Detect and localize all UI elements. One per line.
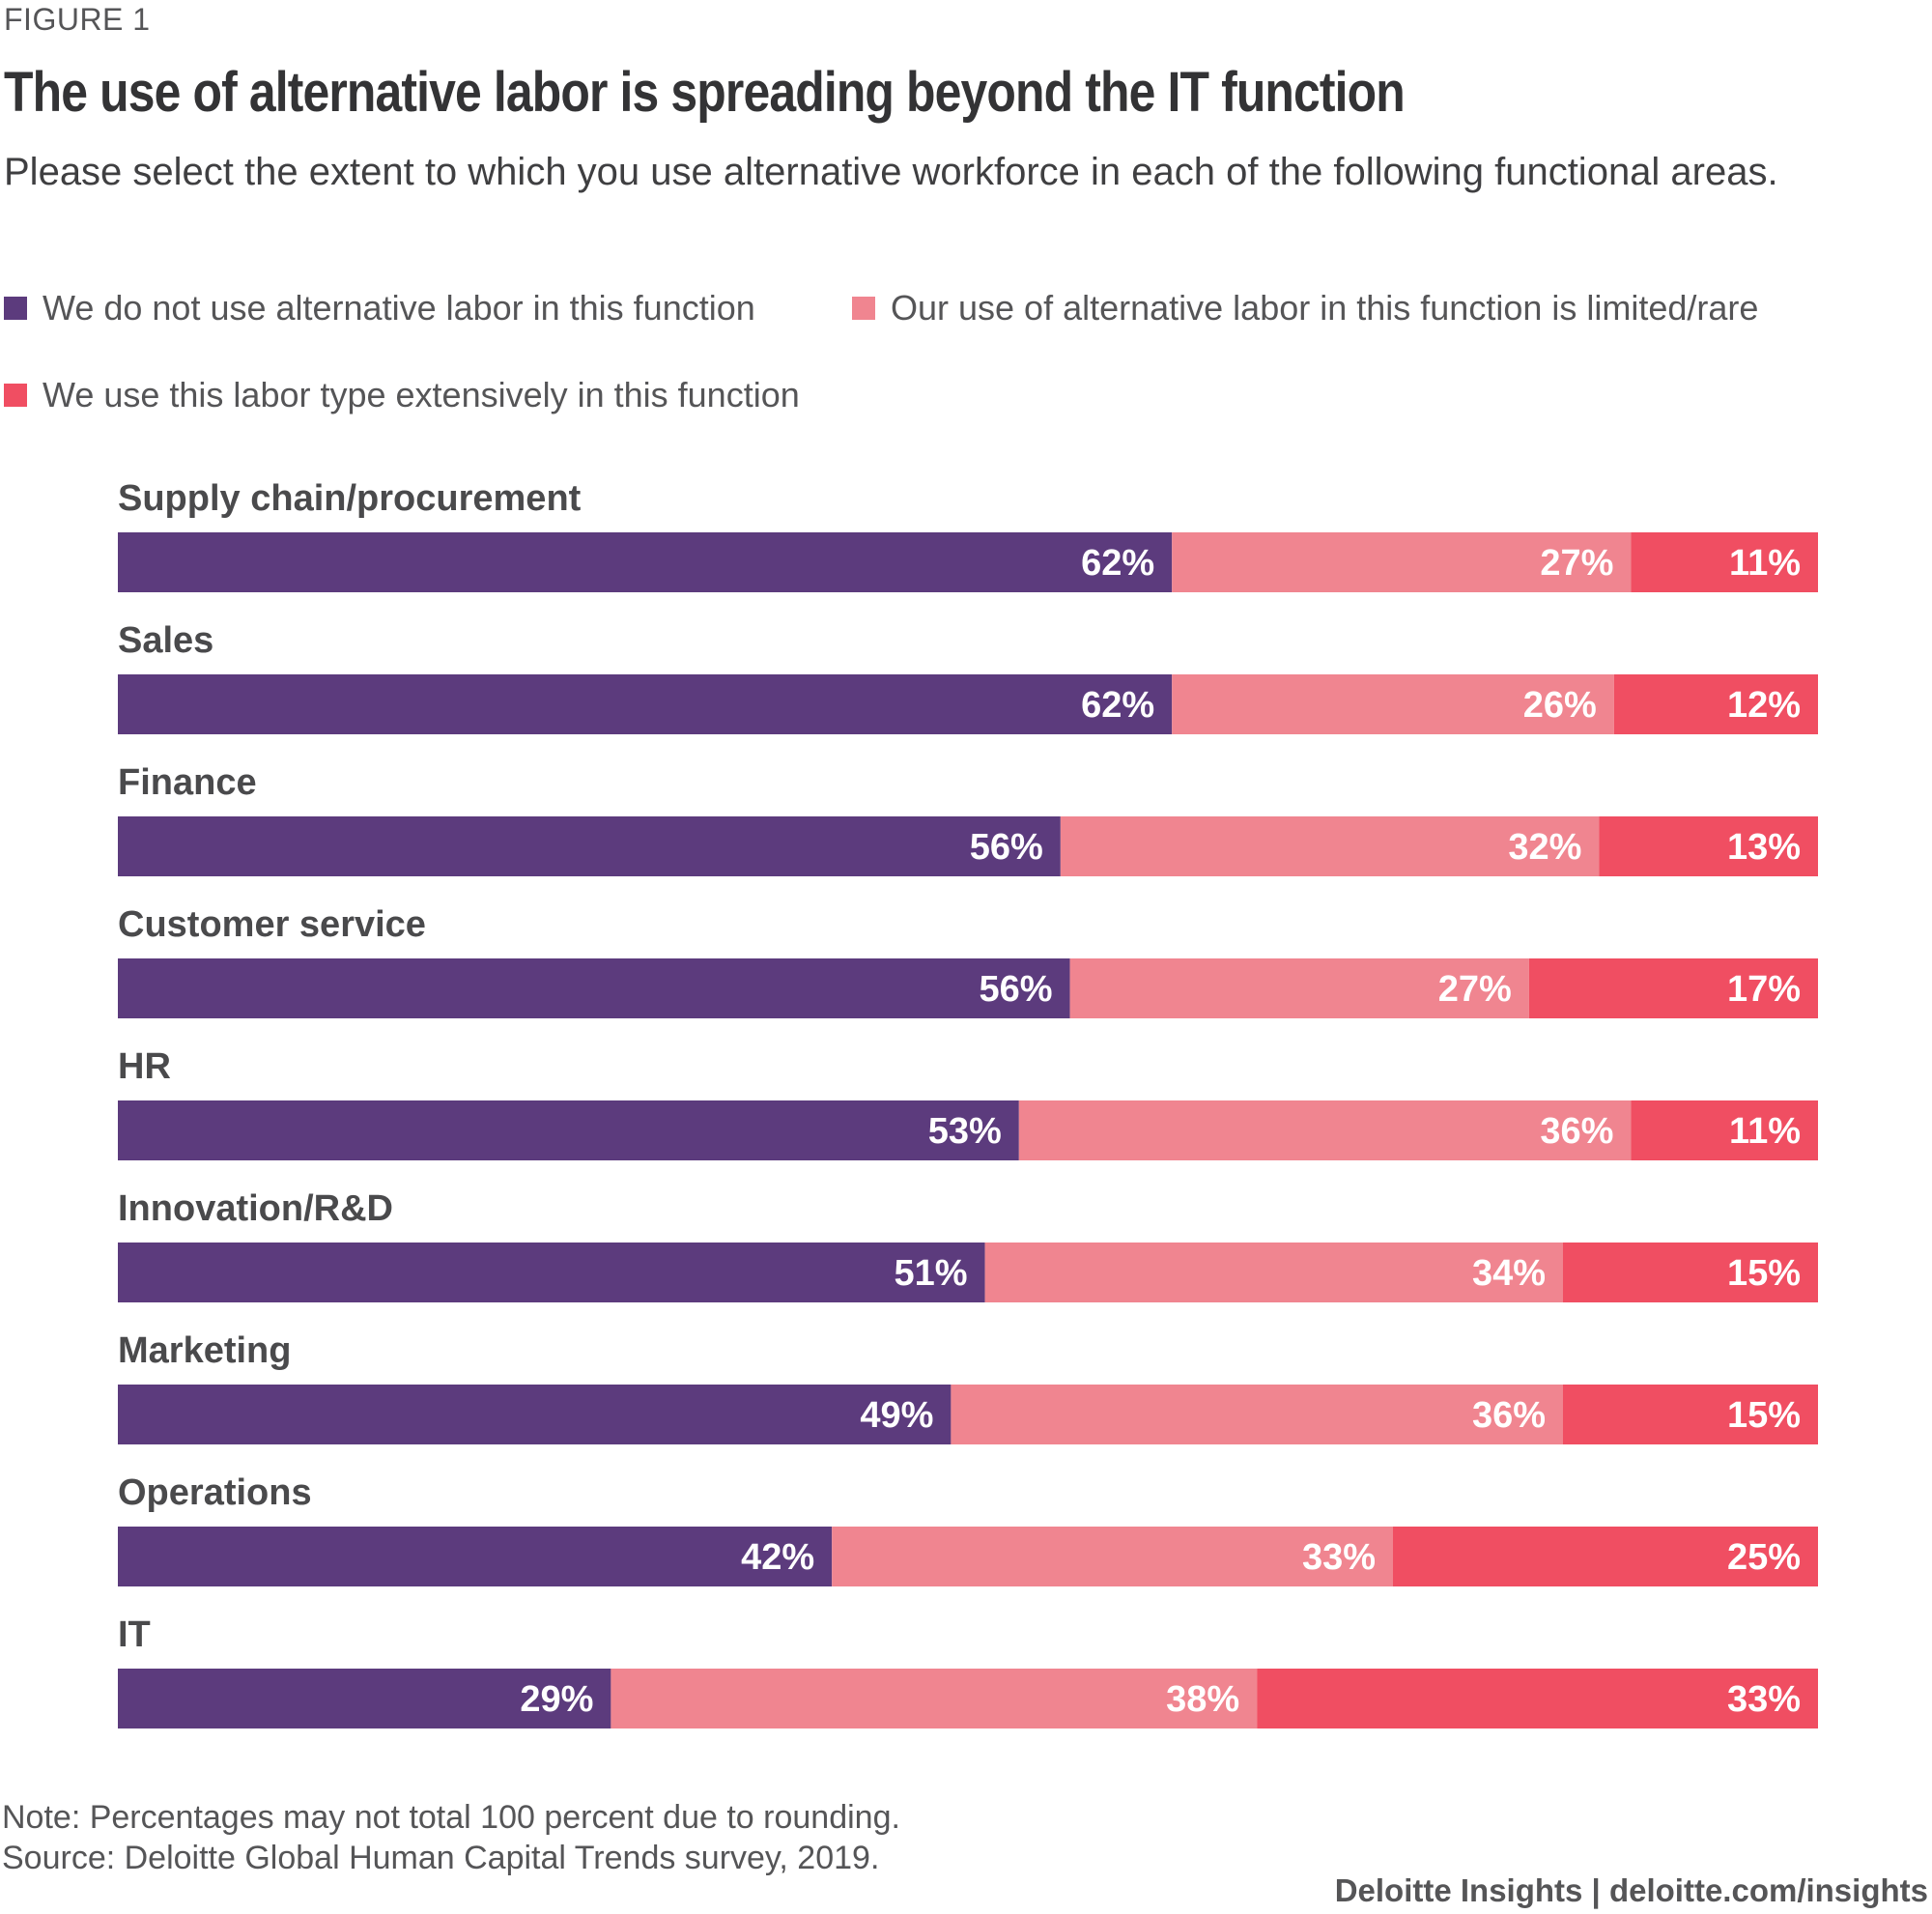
bar-segment: [1069, 958, 1529, 1018]
category-label: Customer service: [118, 904, 426, 945]
bar-segment: [1172, 674, 1614, 734]
legend-label-not-use: We do not use alternative labor in this …: [43, 288, 755, 328]
legend-swatch-limited: [852, 297, 875, 320]
legend-swatch-extensive: [4, 384, 27, 407]
data-label: 15%: [1727, 1253, 1801, 1294]
bar-segment: [1563, 1243, 1818, 1302]
bar-segment: [1599, 816, 1818, 876]
bar-row: Operations 42% 33% 25%: [118, 1472, 1818, 1586]
data-label: 17%: [1727, 969, 1801, 1010]
data-label: 53%: [928, 1111, 1002, 1152]
data-label: 11%: [1729, 543, 1801, 584]
bar-segment: [1613, 674, 1818, 734]
bar-segment: [118, 1385, 952, 1444]
data-label: 11%: [1729, 1111, 1801, 1152]
data-label: 32%: [1508, 827, 1581, 868]
bar-segment: [984, 1243, 1563, 1302]
bar-segment: [1631, 532, 1818, 592]
data-label: 62%: [1081, 685, 1154, 726]
legend-item-limited: Our use of alternative labor in this fun…: [852, 288, 1758, 329]
data-label: 42%: [741, 1537, 814, 1578]
category-label: Innovation/R&D: [118, 1188, 393, 1229]
data-label: 56%: [970, 827, 1043, 868]
data-label: 36%: [1540, 1111, 1613, 1152]
legend-item-extensive: We use this labor type extensively in th…: [4, 375, 800, 415]
chart-notes: Note: Percentages may not total 100 perc…: [2, 1797, 900, 1878]
data-label: 36%: [1472, 1395, 1546, 1436]
bar-row: HR 53% 36% 11%: [118, 1046, 1818, 1160]
figure-label: FIGURE 1: [4, 2, 151, 37]
bar-row: Innovation/R&D 51% 34% 15%: [118, 1188, 1818, 1302]
bar-segment: [118, 1527, 833, 1586]
category-label: Finance: [118, 762, 257, 803]
data-label: 51%: [895, 1253, 968, 1294]
bar-segment: [118, 1669, 611, 1728]
data-label: 62%: [1081, 543, 1154, 584]
bar-segment: [1528, 958, 1818, 1018]
chart-title: The use of alternative labor is spreadin…: [4, 61, 1406, 124]
stacked-bar-chart: Supply chain/procurement 62% 27% 11% Sales 62…: [118, 478, 1818, 1728]
bar-segment: [118, 1243, 985, 1302]
bar-row: Sales 62% 26% 12%: [118, 620, 1818, 734]
category-label: Operations: [118, 1472, 312, 1513]
data-label: 56%: [980, 969, 1053, 1010]
category-label: Marketing: [118, 1330, 291, 1371]
category-label: Supply chain/procurement: [118, 478, 582, 519]
bar-segment: [832, 1527, 1393, 1586]
data-label: 12%: [1727, 685, 1801, 726]
data-label: 29%: [520, 1679, 593, 1720]
bar-segment: [1257, 1669, 1818, 1728]
legend-swatch-not-use: [4, 297, 27, 320]
bar-segment: [118, 674, 1173, 734]
data-label: 25%: [1727, 1537, 1801, 1578]
bar-segment: [1018, 1100, 1632, 1160]
source-text: Source: Deloitte Global Human Capital Tr…: [2, 1840, 880, 1876]
bar-segment: [1060, 816, 1600, 876]
bar-segment: [118, 1100, 1019, 1160]
data-label: 49%: [860, 1395, 933, 1436]
bar-segment: [951, 1385, 1563, 1444]
data-label: 33%: [1727, 1679, 1801, 1720]
note-text: Note: Percentages may not total 100 perc…: [2, 1799, 900, 1836]
chart-subtitle: Please select the extent to which you us…: [4, 151, 1778, 193]
legend-label-extensive: We use this labor type extensively in th…: [43, 375, 800, 414]
category-label: IT: [118, 1614, 151, 1655]
category-label: HR: [118, 1046, 171, 1087]
credit-text: Deloitte Insights | deloitte.com/insight…: [1334, 1872, 1928, 1908]
bar-segment: [118, 816, 1061, 876]
bar-row: IT 29% 38% 33%: [118, 1614, 1818, 1728]
data-label: 34%: [1472, 1253, 1546, 1294]
data-label: 15%: [1727, 1395, 1801, 1436]
bar-segment: [1393, 1527, 1818, 1586]
bar-row: Customer service 56% 27% 17%: [118, 904, 1818, 1018]
bar-segment: [611, 1669, 1258, 1728]
data-label: 27%: [1540, 543, 1613, 584]
bar-segment: [1563, 1385, 1818, 1444]
bar-row: Supply chain/procurement 62% 27% 11%: [118, 478, 1818, 592]
legend: We do not use alternative labor in this …: [0, 280, 1932, 425]
bar-row: Marketing 49% 36% 15%: [118, 1330, 1818, 1444]
legend-label-limited: Our use of alternative labor in this fun…: [891, 288, 1759, 328]
data-label: 33%: [1302, 1537, 1376, 1578]
data-label: 26%: [1523, 685, 1597, 726]
data-label: 13%: [1727, 827, 1801, 868]
bar-segment: [1631, 1100, 1818, 1160]
data-label: 27%: [1438, 969, 1512, 1010]
bar-row: Finance 56% 32% 13%: [118, 762, 1818, 876]
bar-segment: [118, 532, 1173, 592]
data-label: 38%: [1166, 1679, 1239, 1720]
bar-segment: [1172, 532, 1632, 592]
legend-item-not-use: We do not use alternative labor in this …: [4, 288, 755, 329]
bar-segment: [118, 958, 1070, 1018]
category-label: Sales: [118, 620, 213, 661]
